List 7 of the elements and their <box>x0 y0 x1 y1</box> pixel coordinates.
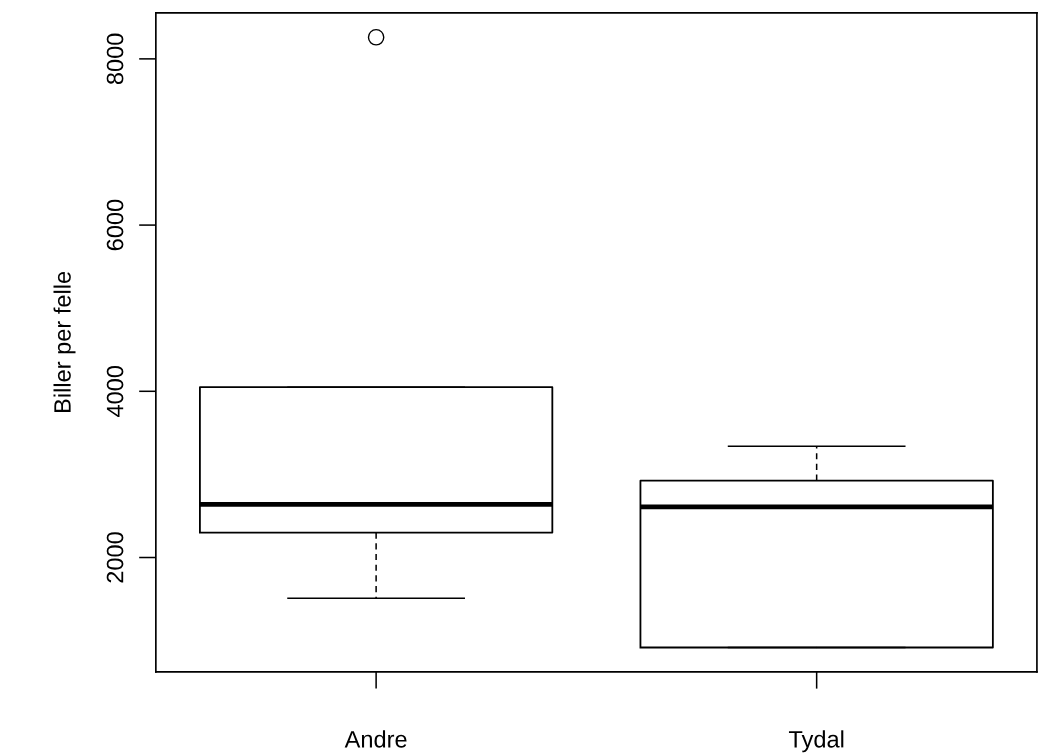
y-tick-label: 8000 <box>106 33 124 85</box>
y-tick-label: 2000 <box>106 532 124 583</box>
x-tick-label: Tydal <box>788 730 844 753</box>
y-axis-title: Biller per felle <box>53 271 76 412</box>
y-tick-label: 6000 <box>106 199 124 251</box>
y-tick-label: 4000 <box>106 365 124 418</box>
x-tick-label: Andre <box>344 730 407 748</box>
